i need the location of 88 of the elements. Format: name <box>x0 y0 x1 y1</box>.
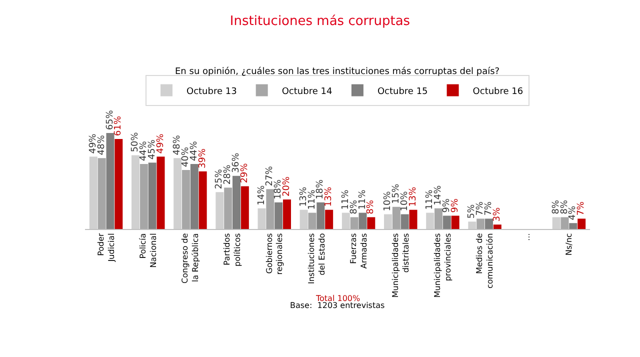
data-label: 14% <box>434 184 444 206</box>
data-label: 13% <box>408 186 418 207</box>
data-label: 29% <box>240 162 250 184</box>
bar <box>468 222 476 229</box>
bar <box>342 212 350 229</box>
data-label: 7% <box>484 200 494 216</box>
bar <box>232 176 240 229</box>
bar <box>409 210 418 229</box>
chart-subtitle: En su opinión, ¿cuáles son las tres instituciones más corruptas del país? <box>175 66 500 77</box>
data-label: 14% <box>256 184 267 206</box>
text: Total 100% <box>315 294 360 303</box>
bar <box>451 216 460 229</box>
bar <box>89 156 98 229</box>
data-label: 49% <box>156 133 166 154</box>
data-label: 10% <box>383 190 393 212</box>
bar <box>426 212 434 229</box>
x-tick-label: Poder Judicial <box>96 232 116 263</box>
bar <box>442 216 451 229</box>
bar <box>148 162 156 229</box>
bar <box>300 210 308 229</box>
bar <box>224 188 232 229</box>
data-label: 8% <box>366 199 376 214</box>
bar <box>400 214 409 229</box>
bar <box>182 170 190 229</box>
bar <box>384 214 392 229</box>
bar <box>156 156 165 229</box>
bar <box>190 164 198 229</box>
bar <box>132 155 140 229</box>
legend-label: Octubre 15 <box>377 86 428 97</box>
bar <box>485 218 493 229</box>
data-label: 48% <box>96 134 107 156</box>
bar <box>552 217 560 229</box>
x-tick-label: Ns/nc <box>564 233 574 256</box>
data-label: 9% <box>450 198 460 213</box>
legend-label: Octubre 13 <box>186 86 237 97</box>
data-label: 44% <box>138 140 149 162</box>
bar <box>283 199 291 229</box>
data-label: 13% <box>298 186 309 207</box>
x-tick-label: Congreso de la República <box>180 233 200 284</box>
data-label: 9% <box>442 198 452 213</box>
data-label: 11% <box>340 189 351 210</box>
bar <box>274 202 283 229</box>
data-label: 7% <box>576 200 587 216</box>
data-label: 13% <box>324 186 334 207</box>
bar <box>358 212 367 229</box>
data-label: 49% <box>88 133 98 154</box>
data-label: 50% <box>130 132 140 152</box>
bar <box>216 192 224 229</box>
legend-label: Octubre 14 <box>282 86 332 97</box>
data-label: 10% <box>400 190 410 212</box>
bar <box>316 202 325 229</box>
bar <box>578 218 586 229</box>
bar <box>560 217 569 229</box>
data-label: 40% <box>181 146 191 167</box>
data-label: 8% <box>349 199 360 214</box>
x-tick-label: ... <box>522 233 532 241</box>
chart-title: Instituciones más corruptas <box>230 14 410 30</box>
bar <box>493 224 502 229</box>
bar <box>434 208 442 229</box>
bar <box>198 171 207 229</box>
bar <box>240 186 249 229</box>
data-label: 39% <box>198 148 208 168</box>
data-label: 8% <box>551 199 562 214</box>
data-label: 44% <box>189 140 200 162</box>
bar <box>106 133 114 229</box>
data-label: 45% <box>147 139 158 160</box>
legend-label: Octubre 16 <box>472 86 524 97</box>
bar <box>308 212 316 229</box>
bar <box>392 206 400 229</box>
data-label: 15% <box>391 183 402 204</box>
bar <box>325 210 334 229</box>
x-tick-label: Municipalidades distritales <box>391 233 410 298</box>
data-label: 36% <box>232 152 242 173</box>
bar <box>350 217 358 229</box>
bar <box>174 158 182 229</box>
bar <box>258 208 266 229</box>
bar <box>266 189 274 229</box>
text: Base: 1203 entrevistas <box>290 301 385 310</box>
bar <box>98 158 106 229</box>
data-label: 61% <box>114 116 124 136</box>
bar <box>140 164 148 229</box>
data-label: 20% <box>282 176 292 196</box>
bar <box>367 217 376 229</box>
bar <box>114 138 123 229</box>
x-tick-label: Policía Nacional <box>138 233 158 268</box>
data-label: 3% <box>492 206 502 222</box>
bar <box>476 218 485 229</box>
bar <box>569 223 578 229</box>
